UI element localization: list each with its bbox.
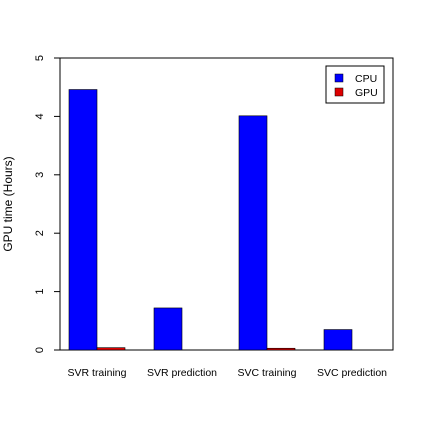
y-tick-label-1: 1 [34, 289, 46, 295]
y-axis-title: GPU time (Hours) [1, 156, 15, 251]
legend: CPU GPU [325, 65, 385, 104]
bar-cpu-1 [153, 307, 183, 351]
y-tick-label-2: 2 [34, 230, 46, 236]
x-axis-labels: SVR training SVR prediction SVC training SV… [68, 367, 388, 379]
x-category-label-1: SVR prediction [147, 367, 217, 379]
legend-swatch-gpu [334, 87, 344, 97]
bar-cpu-3 [323, 329, 353, 351]
legend-label-gpu: GPU [355, 87, 378, 99]
legend-label-cpu: CPU [355, 73, 377, 85]
y-axis: 0 1 2 3 4 5 [34, 55, 61, 353]
y-tick-label-0: 0 [34, 347, 46, 353]
bar-gpu-2 [266, 347, 296, 351]
bar-gpu-0 [96, 347, 126, 351]
y-tick-label-4: 4 [34, 113, 46, 119]
x-category-label-3: SVC prediction [317, 367, 387, 379]
x-category-label-2: SVC training [238, 367, 297, 379]
legend-box [325, 65, 385, 104]
bar-cpu-2 [238, 115, 268, 351]
y-tick-label-3: 3 [34, 172, 46, 178]
legend-swatch-cpu [334, 73, 344, 83]
bar-cpu-0 [68, 89, 98, 351]
x-category-label-0: SVR training [68, 367, 127, 379]
y-tick-label-5: 5 [34, 55, 46, 61]
bars-group [68, 89, 353, 351]
